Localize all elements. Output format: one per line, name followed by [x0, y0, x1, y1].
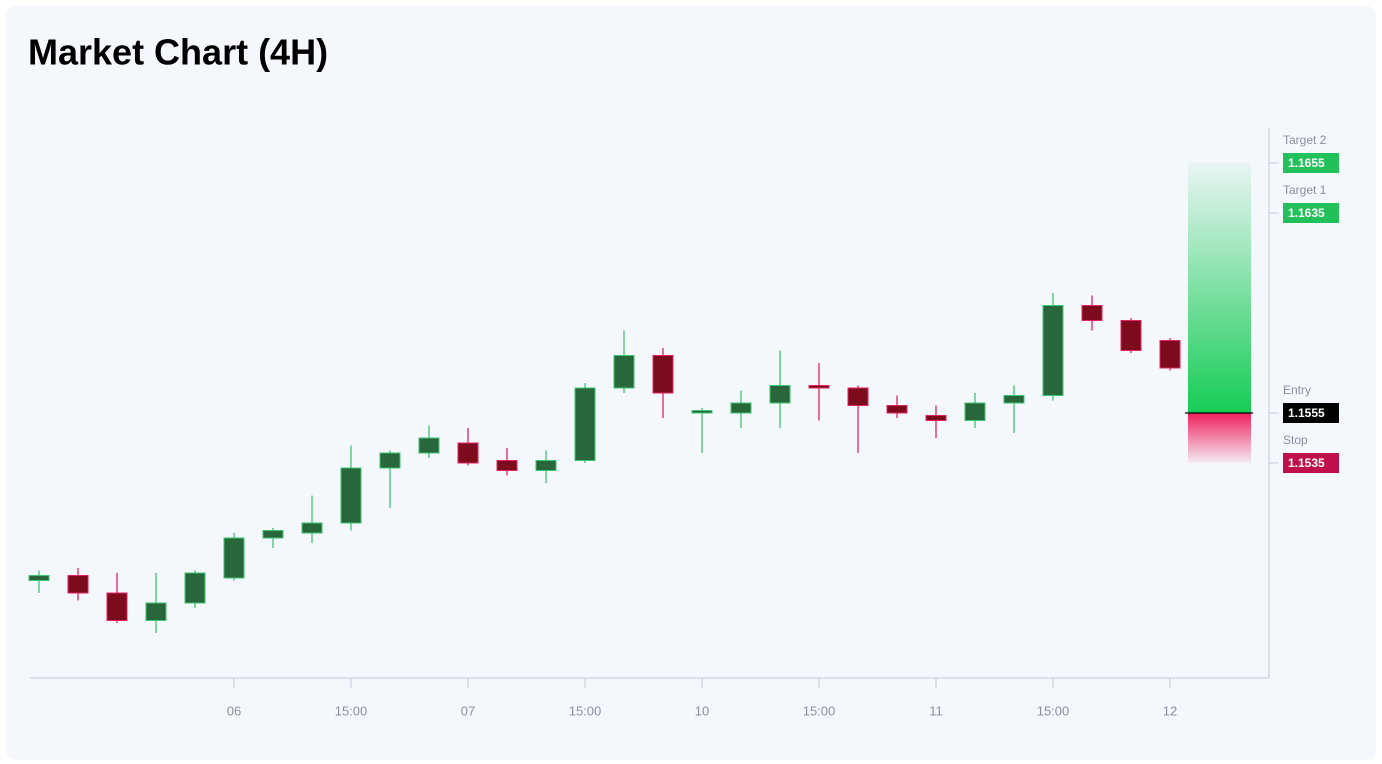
candle-body	[652, 355, 674, 394]
candle-body	[28, 575, 50, 581]
candle-body	[574, 387, 596, 461]
level-badge	[1283, 403, 1339, 423]
x-tick-label: 06	[227, 703, 241, 718]
candle-body	[67, 575, 89, 594]
card	[6, 6, 1376, 760]
candle-body	[613, 355, 635, 389]
candle-body	[1081, 305, 1103, 321]
x-tick-label: 10	[695, 703, 709, 718]
x-tick-label: 07	[461, 703, 475, 718]
candle-body	[535, 460, 557, 471]
candle-body	[145, 602, 167, 621]
candle-body	[496, 460, 518, 471]
loss-zone	[1188, 413, 1251, 463]
candle-body	[964, 402, 986, 421]
level-value: 1.1535	[1288, 456, 1325, 470]
candle-body	[1003, 395, 1025, 404]
candle-body	[457, 442, 479, 464]
x-tick-label: 15:00	[1037, 703, 1070, 718]
level-name: Entry	[1283, 383, 1311, 397]
x-tick-label: 15:00	[803, 703, 836, 718]
candle-body	[418, 437, 440, 454]
candle-body	[886, 405, 908, 414]
level-value: 1.1655	[1288, 156, 1325, 170]
candle-body	[262, 530, 284, 539]
x-tick-label: 11	[929, 703, 943, 718]
candle-body	[301, 522, 323, 534]
x-tick-label: 15:00	[569, 703, 602, 718]
level-value: 1.1635	[1288, 206, 1325, 220]
level-name: Stop	[1283, 433, 1308, 447]
level-value: 1.1555	[1288, 406, 1325, 420]
candle-body	[925, 415, 947, 421]
candle-body	[691, 410, 713, 414]
level-badge	[1283, 453, 1339, 473]
candle-body	[769, 385, 791, 404]
candle-body	[808, 385, 830, 389]
level-name: Target 2	[1283, 133, 1327, 147]
candle-body	[1042, 305, 1064, 396]
chart-title: Market Chart (4H)	[28, 32, 328, 73]
candle-body	[1159, 340, 1181, 369]
level-badge	[1283, 153, 1339, 173]
candle-body	[184, 572, 206, 604]
x-tick-label: 15:00	[335, 703, 368, 718]
level-badge	[1283, 203, 1339, 223]
level-name: Target 1	[1283, 183, 1327, 197]
candle-body	[730, 402, 752, 414]
candle-body	[106, 592, 128, 621]
candle-body	[847, 387, 869, 406]
x-tick-label: 12	[1163, 703, 1177, 718]
candle-body	[1120, 320, 1142, 351]
candle-body	[379, 452, 401, 469]
profit-zone	[1188, 163, 1251, 413]
candle-body	[223, 537, 245, 579]
candle-body	[340, 467, 362, 524]
